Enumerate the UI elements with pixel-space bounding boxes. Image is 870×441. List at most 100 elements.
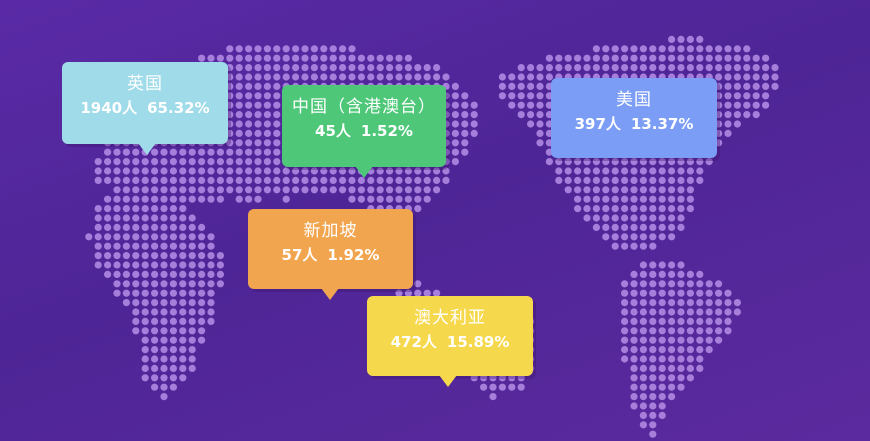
map-dot — [423, 176, 431, 184]
map-dot — [480, 374, 488, 382]
map-dot — [649, 214, 657, 222]
map-dot — [658, 223, 666, 231]
map-dot — [461, 139, 469, 147]
map-dot — [169, 299, 177, 307]
map-dot — [310, 186, 318, 194]
map-dot — [611, 242, 619, 250]
map-dot — [743, 101, 751, 109]
map-dot — [668, 289, 676, 297]
map-dot — [630, 355, 638, 363]
map-dot — [658, 393, 666, 401]
map-dot — [686, 35, 695, 44]
map-dot — [733, 120, 742, 128]
map-dot — [696, 336, 704, 344]
map-dot — [329, 45, 337, 53]
map-dot — [282, 186, 290, 194]
map-dot — [592, 223, 601, 231]
map-dot — [151, 195, 159, 203]
map-dot — [245, 82, 253, 90]
map-dot — [94, 158, 102, 166]
map-dot — [658, 355, 666, 363]
map-dot — [527, 120, 535, 128]
map-dot — [160, 148, 168, 156]
map-dot — [94, 261, 102, 269]
map-dot — [489, 374, 497, 382]
map-dot — [705, 299, 713, 307]
map-dot — [639, 411, 648, 419]
map-dot — [752, 54, 760, 62]
map-dot — [630, 364, 638, 372]
map-dot — [611, 205, 619, 213]
map-dot — [668, 383, 676, 391]
map-dot — [743, 92, 751, 100]
map-dot — [254, 139, 262, 147]
map-dot — [536, 111, 544, 119]
map-dot — [226, 176, 234, 184]
map-dot — [179, 148, 187, 156]
map-dot — [574, 54, 582, 62]
map-dot — [668, 261, 676, 269]
map-dot — [602, 45, 610, 53]
map-dot — [188, 280, 196, 288]
map-dot — [621, 64, 629, 72]
map-dot — [188, 299, 196, 307]
map-dot — [235, 167, 243, 175]
map-dot — [263, 54, 271, 62]
map-dot — [592, 186, 601, 194]
map-dot — [686, 308, 695, 316]
map-dot — [649, 383, 657, 391]
map-dot — [301, 186, 309, 194]
map-dot — [658, 402, 666, 410]
map-dot — [762, 64, 770, 72]
map-dot — [282, 64, 290, 72]
map-dot — [743, 111, 751, 119]
map-dot — [226, 64, 234, 72]
map-dot — [724, 299, 732, 307]
map-dot — [113, 289, 121, 297]
map-dot — [122, 280, 130, 288]
map-dot — [94, 252, 102, 260]
map-dot — [771, 64, 779, 72]
map-dot — [658, 289, 666, 297]
map-dot — [442, 167, 450, 175]
map-dot — [132, 167, 140, 175]
map-dot — [621, 158, 629, 166]
map-dot — [649, 54, 657, 62]
map-dot — [630, 383, 638, 391]
map-dot — [188, 327, 196, 335]
map-dot — [621, 289, 629, 297]
map-dot — [160, 374, 168, 382]
map-dot — [357, 73, 365, 81]
map-dot — [498, 383, 506, 391]
map-dot — [339, 167, 347, 175]
map-dot — [282, 176, 290, 184]
map-dot — [696, 64, 704, 72]
map-dot — [611, 214, 619, 222]
map-dot — [583, 158, 591, 166]
map-dot — [151, 186, 159, 194]
map-dot — [292, 73, 300, 81]
map-dot — [273, 186, 281, 194]
map-dot — [630, 299, 638, 307]
student-percent: 65.32% — [147, 99, 210, 117]
map-dot — [141, 195, 149, 203]
map-dot — [404, 54, 412, 62]
map-dot — [630, 374, 638, 382]
map-dot — [179, 336, 187, 344]
map-dot — [151, 158, 159, 166]
map-dot — [574, 186, 582, 194]
map-dot — [658, 214, 666, 222]
map-dot — [132, 205, 140, 213]
map-dot — [433, 289, 441, 297]
map-dot — [348, 64, 356, 72]
country-stat: 397人 13.37% — [551, 114, 717, 134]
map-dot — [639, 374, 648, 382]
map-dot — [367, 73, 375, 81]
map-dot — [517, 92, 525, 100]
map-dot — [583, 64, 591, 72]
map-dot — [630, 327, 638, 335]
map-dot — [226, 101, 234, 109]
map-dot — [404, 195, 412, 203]
map-dot — [536, 101, 544, 109]
map-dot — [433, 186, 441, 194]
